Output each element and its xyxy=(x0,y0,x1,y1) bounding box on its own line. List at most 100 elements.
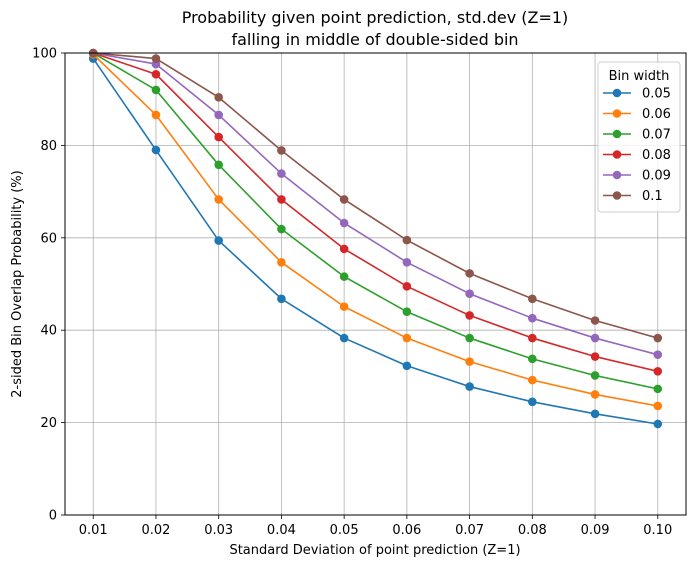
data-point xyxy=(465,357,474,366)
legend-label: 0.1 xyxy=(642,189,663,204)
data-point xyxy=(151,110,161,120)
legend-title: Bin width xyxy=(609,69,670,84)
data-point xyxy=(402,257,412,267)
data-point xyxy=(402,333,412,343)
legend-item: 0.06 xyxy=(603,107,671,122)
data-point xyxy=(339,272,349,281)
data-point xyxy=(214,160,223,170)
legend-marker xyxy=(612,191,622,200)
x-tick-label: 0.05 xyxy=(330,523,359,538)
data-point xyxy=(465,382,474,391)
legend-marker xyxy=(612,129,622,139)
data-point xyxy=(465,269,474,278)
data-point xyxy=(277,224,286,234)
series-line xyxy=(92,53,658,407)
series-0.06 xyxy=(88,50,663,411)
data-point xyxy=(277,257,286,267)
series-0.09 xyxy=(88,48,663,359)
data-point xyxy=(528,294,537,304)
data-point xyxy=(214,132,223,142)
y-tick-label: 40 xyxy=(40,324,57,339)
data-point xyxy=(653,419,663,429)
data-point xyxy=(214,93,223,102)
legend-label: 0.09 xyxy=(642,169,671,184)
data-point xyxy=(214,236,223,245)
data-point xyxy=(590,409,600,419)
data-point xyxy=(277,195,286,204)
data-point xyxy=(277,169,286,178)
x-tick-label: 0.01 xyxy=(79,523,108,538)
data-point xyxy=(214,195,223,204)
data-point xyxy=(339,218,349,228)
legend-item: 0.05 xyxy=(603,87,671,102)
data-point xyxy=(590,371,600,380)
data-point xyxy=(339,333,349,343)
x-tick-label: 0.03 xyxy=(204,523,233,538)
series-0.1 xyxy=(88,48,663,343)
data-point xyxy=(402,307,412,317)
legend-marker xyxy=(612,150,622,159)
data-point xyxy=(590,390,600,399)
data-point xyxy=(528,354,537,364)
legend-item: 0.07 xyxy=(603,128,671,143)
series-0.07 xyxy=(88,48,663,394)
legend-marker xyxy=(612,88,622,98)
x-tick-label: 0.06 xyxy=(392,523,421,538)
data-point xyxy=(528,333,537,343)
legend-label: 0.05 xyxy=(642,87,671,102)
data-point xyxy=(465,289,474,299)
x-tick-label: 0.07 xyxy=(455,523,484,538)
data-point xyxy=(465,311,474,320)
series-line xyxy=(93,52,658,356)
y-axis-label: 2-sided Bin Overlap Probability (%) xyxy=(10,170,25,397)
data-point xyxy=(528,375,537,385)
data-point xyxy=(653,333,663,343)
x-tick-label: 0.10 xyxy=(643,523,672,538)
legend-label: 0.08 xyxy=(642,148,671,163)
data-point xyxy=(465,333,474,343)
data-point xyxy=(277,146,286,155)
legend-item: 0.08 xyxy=(603,148,671,163)
data-point xyxy=(590,333,600,343)
series-line xyxy=(93,52,658,339)
x-tick-label: 0.04 xyxy=(267,523,296,538)
series-lines xyxy=(88,48,663,429)
data-point xyxy=(653,367,663,376)
legend-item: 0.1 xyxy=(603,189,663,204)
data-point xyxy=(214,110,223,120)
series-line xyxy=(92,58,658,425)
data-point xyxy=(151,54,161,63)
legend-marker xyxy=(612,170,622,180)
data-point xyxy=(402,235,412,245)
data-point xyxy=(528,397,537,407)
data-point xyxy=(653,401,663,411)
y-tick-label: 100 xyxy=(32,47,57,62)
chart-subtitle: falling in middle of double-sided bin xyxy=(231,30,518,49)
y-axis-ticks: 0 20 40 60 80 100 xyxy=(32,47,65,524)
legend-label: 0.07 xyxy=(642,128,671,143)
x-tick-label: 0.09 xyxy=(581,523,610,538)
x-tick-label: 0.02 xyxy=(141,523,170,538)
data-point xyxy=(151,145,161,155)
legend: Bin width 0.05 0.06 0.07 0.08 0.09 0.1 xyxy=(597,61,681,213)
data-point xyxy=(590,352,600,361)
legend-label: 0.06 xyxy=(642,107,671,122)
data-point xyxy=(402,361,412,371)
x-axis-ticks: 0.01 0.02 0.03 0.04 0.05 0.06 0.07 0.08 0.09 0.10 xyxy=(79,515,672,538)
x-tick-label: 0.08 xyxy=(518,523,547,538)
data-point xyxy=(528,313,537,323)
data-point xyxy=(339,244,349,254)
data-point xyxy=(339,195,349,204)
legend-marker xyxy=(612,109,622,118)
data-point xyxy=(151,69,161,79)
y-tick-label: 20 xyxy=(40,416,57,431)
x-axis-label: Standard Deviation of point prediction (… xyxy=(229,543,520,558)
y-tick-label: 0 xyxy=(49,509,57,524)
legend-item: 0.09 xyxy=(603,169,671,184)
data-point xyxy=(653,384,663,394)
data-point xyxy=(151,85,161,95)
series-line xyxy=(92,52,658,390)
data-point xyxy=(590,316,600,325)
